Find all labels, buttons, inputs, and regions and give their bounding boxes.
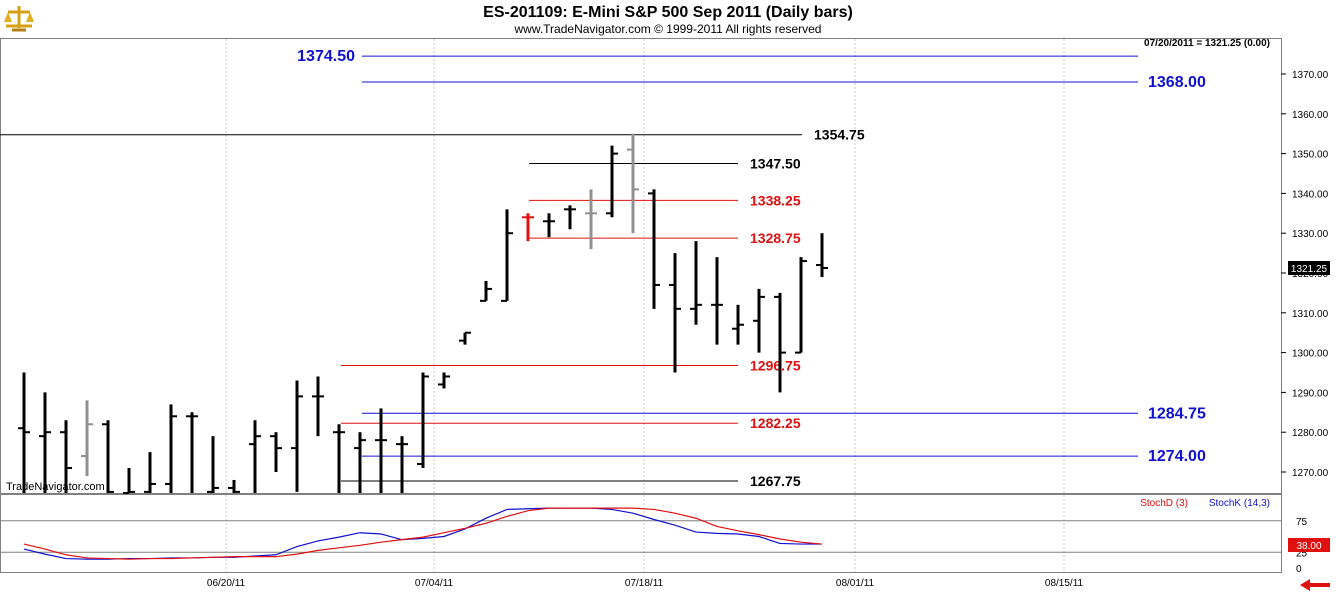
stoch-d-legend: StochD (3) bbox=[1140, 498, 1188, 509]
level-label: 1374.50 bbox=[297, 48, 355, 65]
price-tick-label: 1290.00 bbox=[1292, 388, 1329, 399]
date-tick-label: 07/18/11 bbox=[625, 578, 664, 589]
scroll-left-arrow-icon[interactable] bbox=[1296, 578, 1332, 592]
date-axis: 06/20/11 07/04/11 07/18/11 08/01/11 08/15/11 bbox=[207, 578, 1084, 589]
level-label: 1267.75 bbox=[750, 473, 801, 489]
level-label: 1368.00 bbox=[1148, 74, 1206, 91]
date-tick-label: 06/20/11 bbox=[207, 578, 246, 589]
stoch-tick-label: 25 bbox=[1296, 548, 1308, 559]
stoch-k-line bbox=[23, 507, 822, 560]
date-gridlines bbox=[225, 39, 1065, 572]
price-tick-label: 1300.00 bbox=[1292, 349, 1329, 360]
last-price-readout: 07/20/2011 = 1321.25 (0.00) bbox=[1144, 38, 1270, 49]
level-label: 1347.50 bbox=[750, 156, 801, 172]
stochastic-plot: 75 25 0 bbox=[0, 507, 1308, 575]
price-bars bbox=[18, 133, 828, 494]
price-tick-label: 1360.00 bbox=[1292, 110, 1329, 121]
stoch-current-label: 38.00 bbox=[1296, 541, 1321, 552]
price-tick-label: 1280.00 bbox=[1292, 428, 1329, 439]
chart-title: ES-201109: E-Mini S&P 500 Sep 2011 (Dail… bbox=[483, 4, 853, 21]
current-price-tag bbox=[1288, 261, 1330, 275]
support-resistance-levels: 1374.50 1368.00 1354.75 1347.50 1338.25 1328.… bbox=[0, 48, 1206, 489]
level-label: 1338.25 bbox=[750, 192, 801, 208]
price-tick-label: 1310.00 bbox=[1292, 309, 1329, 320]
stoch-k-legend: StochK (14,3) bbox=[1209, 498, 1270, 509]
price-tick-label: 1370.00 bbox=[1292, 70, 1329, 81]
price-panel bbox=[0, 38, 1282, 494]
date-tick-label: 07/04/11 bbox=[415, 578, 454, 589]
watermark: TradeNavigator.com bbox=[6, 481, 105, 493]
date-tick-label: 08/15/11 bbox=[1045, 578, 1084, 589]
level-label: 1354.75 bbox=[814, 127, 865, 143]
stoch-d-line bbox=[23, 507, 823, 560]
logo-icon bbox=[4, 4, 34, 32]
stochastic-panel bbox=[0, 494, 1282, 573]
price-tick-label: 1330.00 bbox=[1292, 229, 1329, 240]
level-label: 1284.75 bbox=[1148, 405, 1206, 422]
level-label: 1328.75 bbox=[750, 230, 801, 246]
date-tick-label: 08/01/11 bbox=[836, 578, 875, 589]
stoch-current-tag bbox=[1288, 538, 1330, 552]
current-price-label: 1321.25 bbox=[1291, 264, 1328, 275]
stoch-tick-label: 0 bbox=[1296, 564, 1302, 575]
price-tick-label: 1340.00 bbox=[1292, 189, 1329, 200]
price-tick-label: 1350.00 bbox=[1292, 150, 1329, 161]
level-label: 1274.00 bbox=[1148, 448, 1206, 465]
level-label: 1282.25 bbox=[750, 415, 801, 431]
level-label: 1296.75 bbox=[750, 358, 801, 374]
stoch-tick-label: 75 bbox=[1296, 517, 1308, 528]
chart-subtitle: www.TradeNavigator.com © 1999-2011 All r… bbox=[514, 22, 822, 36]
price-tick-label: 1270.00 bbox=[1292, 468, 1329, 479]
